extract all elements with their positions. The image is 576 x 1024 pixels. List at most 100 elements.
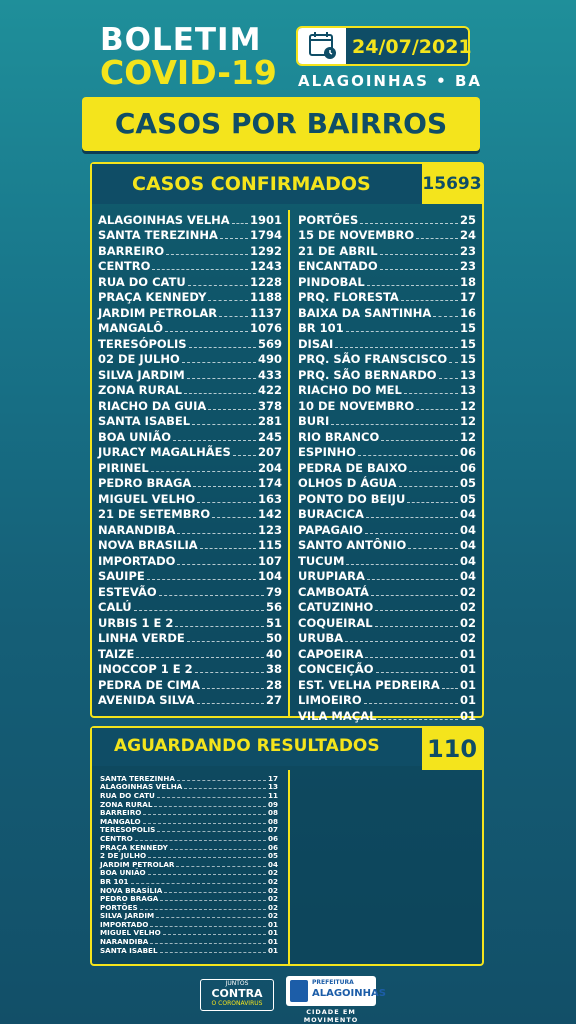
neighborhood-name: 21 DE ABRIL: [298, 243, 378, 258]
neighborhood-name: ESPINHO: [298, 445, 356, 460]
case-count: 04: [459, 553, 476, 568]
case-count: 01: [459, 677, 476, 692]
dotted-leader: [130, 879, 266, 884]
list-item: CENTRO 06: [100, 834, 278, 843]
list-item: RIACHO DA GUIA 378: [98, 398, 282, 414]
dotted-leader: [194, 665, 264, 674]
case-count: 06: [459, 460, 476, 475]
list-item: PEDRA DE CIMA 28: [98, 677, 282, 693]
case-count: 09: [267, 799, 278, 809]
list-item: CAMBOATÁ 02: [298, 584, 476, 600]
banner-text: CASOS POR BAIRROS: [114, 107, 448, 140]
neighborhood-name: MIGUEL VELHO: [100, 928, 161, 938]
neighborhood-name: CENTRO: [100, 833, 133, 843]
neighborhood-name: RUA DO CATU: [100, 790, 155, 800]
neighborhood-name: LIMOEIRO: [298, 693, 362, 708]
city-seal-icon: [290, 980, 308, 1002]
neighborhood-name: ENCANTADO: [298, 259, 378, 274]
list-item: CALÚ 56: [98, 600, 282, 616]
list-item: BR 101 02: [100, 877, 278, 886]
list-item: ESPINHO 06: [298, 445, 476, 461]
case-count: 174: [257, 476, 282, 491]
list-item: IMPORTADO 01: [100, 920, 278, 929]
case-count: 281: [257, 414, 282, 429]
list-item: ENCANTADO 23: [298, 259, 476, 275]
case-count: 06: [267, 842, 278, 852]
case-count: 05: [267, 851, 278, 861]
case-count: 08: [267, 808, 278, 818]
dotted-leader: [150, 922, 266, 927]
neighborhood-name: SILVA JARDIM: [98, 367, 185, 382]
list-item: MANGALÔ 1076: [98, 321, 282, 337]
dotted-leader: [176, 862, 266, 867]
neighborhood-name: SANTO ANTÔNIO: [298, 538, 407, 553]
dotted-leader: [441, 681, 458, 689]
case-count: 13: [459, 367, 476, 382]
column-divider: [288, 770, 290, 964]
list-item: IMPORTADO 107: [98, 553, 282, 569]
case-count: 142: [257, 507, 282, 522]
case-count: 06: [459, 445, 476, 460]
list-item: 21 DE SETEMBRO 142: [98, 507, 282, 523]
list-item: LIMOEIRO 01: [298, 693, 476, 709]
dotted-leader: [360, 216, 458, 224]
neighborhood-name: ALAGOINHAS VELHA: [100, 782, 183, 792]
case-count: 23: [459, 259, 476, 274]
case-count: 01: [267, 928, 278, 938]
neighborhood-name: URUBA: [298, 631, 344, 646]
neighborhood-name: CATUZINHO: [298, 600, 374, 615]
case-count: 02: [459, 615, 476, 630]
dotted-leader: [409, 464, 458, 472]
neighborhood-name: PINDOBAL: [298, 274, 365, 289]
list-item: SANTA ISABEL 281: [98, 414, 282, 430]
case-count: 1137: [249, 305, 282, 320]
list-item: 21 DE ABRIL 23: [298, 243, 476, 259]
list-item: SANTA ISABEL 01: [100, 946, 278, 955]
dotted-leader: [449, 355, 458, 364]
neighborhood-name: PRAÇA KENNEDY: [98, 290, 207, 305]
logo-main-text: CONTRA: [211, 987, 263, 1000]
dotted-leader: [202, 681, 264, 689]
case-count: 05: [459, 476, 476, 491]
dotted-leader: [403, 386, 458, 395]
list-item: PRQ. FLORESTA 17: [298, 290, 476, 306]
dotted-leader: [378, 712, 458, 720]
list-item: DISAI 15: [298, 336, 476, 352]
case-count: 06: [267, 833, 278, 843]
neighborhood-name: CAMBOATÁ: [298, 584, 369, 599]
dotted-leader: [346, 557, 458, 565]
logo-top-text: JUNTOS: [225, 980, 249, 987]
section-banner: CASOS POR BAIRROS: [82, 97, 480, 151]
neighborhood-name: MANGALO: [100, 816, 141, 826]
list-item: SILVA JARDIM 02: [100, 911, 278, 920]
case-count: 245: [257, 429, 282, 444]
neighborhood-name: RIACHO DO MEL: [298, 383, 402, 398]
list-item: BURACICA 04: [298, 507, 476, 523]
neighborhood-name: BARREIRO: [98, 243, 165, 258]
neighborhood-name: CONCEIÇÃO: [298, 662, 374, 677]
dotted-leader: [184, 784, 266, 790]
dotted-leader: [363, 696, 458, 705]
dotted-leader: [175, 619, 264, 627]
bulletin-subtitle: COVID-19: [100, 53, 277, 92]
neighborhood-name: 2 DE JULHO: [100, 851, 147, 861]
dotted-leader: [166, 247, 248, 255]
neighborhood-name: DISAI: [298, 336, 334, 351]
list-item: JARDIM PETROLAR 1137: [98, 305, 282, 321]
confirmed-list-left: ALAGOINHAS VELHA 1901 SANTA TEREZINHA 1794 B…: [98, 212, 282, 708]
list-item: TERESOPOLIS 07: [100, 825, 278, 834]
dotted-leader: [365, 650, 458, 658]
confirmed-cases-panel: CASOS CONFIRMADOS 15693 ALAGOINHAS VELHA…: [90, 162, 484, 723]
case-count: 15: [459, 336, 476, 351]
dotted-leader: [345, 324, 458, 333]
neighborhood-name: RIO BRANCO: [298, 429, 380, 444]
neighborhood-name: PONTO DO BEIJU: [298, 491, 406, 506]
list-item: SILVA JARDIM 433: [98, 367, 282, 383]
neighborhood-name: BOA UNIÃO: [100, 868, 146, 878]
dotted-leader: [177, 557, 256, 565]
dotted-leader: [146, 572, 256, 581]
neighborhood-name: BURI: [298, 414, 330, 429]
contra-coronavirus-logo: JUNTOS CONTRA O CORONAVIRUS: [200, 979, 274, 1011]
list-item: ALAGOINHAS VELHA 13: [100, 782, 278, 792]
dotted-leader: [416, 231, 458, 240]
